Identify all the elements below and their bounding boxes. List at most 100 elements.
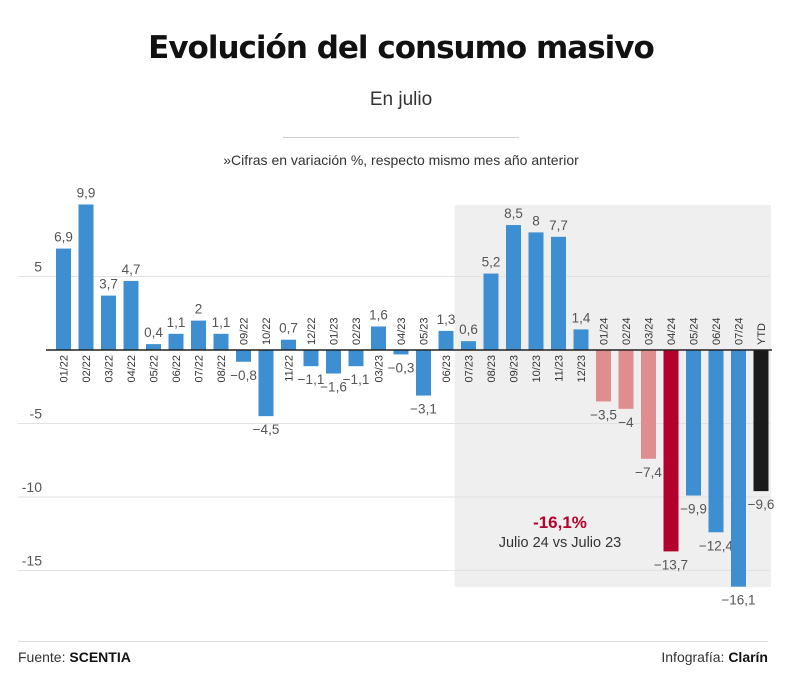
- chart-title: Evolución del consumo masivo: [148, 30, 655, 66]
- bar-value-label: 7,7: [549, 218, 568, 233]
- x-category-label: 02/24: [621, 317, 633, 345]
- bar-value-label: −12,4: [699, 538, 734, 553]
- bar-value-label: 1,4: [572, 310, 591, 325]
- x-category-label: 08/22: [216, 355, 228, 383]
- bar-value-label: −0,3: [388, 360, 415, 375]
- bar: [146, 344, 161, 350]
- annotation-text: Julio 24 vs Julio 23: [499, 535, 622, 551]
- bar: [123, 280, 139, 350]
- x-category-label: 07/22: [194, 355, 206, 383]
- bar: [686, 350, 701, 496]
- source-name: SCENTIA: [69, 649, 131, 665]
- bar-value-label: 4,7: [122, 262, 141, 277]
- bar-value-label: −3,1: [410, 402, 437, 417]
- bar: [708, 350, 724, 533]
- bar: [303, 350, 319, 367]
- x-category-label: 02/22: [81, 355, 93, 383]
- x-category-label: 06/22: [171, 355, 183, 383]
- x-category-label: 01/23: [329, 317, 341, 345]
- x-category-label: 11/22: [284, 355, 296, 382]
- bar: [213, 333, 229, 350]
- bar-value-label: 3,7: [99, 277, 118, 292]
- bar: [191, 320, 206, 350]
- footer-divider: [18, 641, 768, 642]
- x-category-label: 03/23: [374, 355, 386, 383]
- bar: [371, 326, 386, 350]
- x-category-label: 04/22: [126, 355, 138, 383]
- x-category-label: 05/22: [149, 355, 161, 383]
- bar-value-label: 0,4: [144, 325, 163, 340]
- y-tick-label: -10: [22, 479, 42, 495]
- bar-value-label: 1,1: [212, 315, 231, 330]
- chart-subtitle: En julio: [369, 89, 433, 110]
- bar: [596, 350, 611, 402]
- bar: [101, 295, 116, 350]
- y-tick-label: 5: [34, 259, 42, 275]
- x-category-label: 07/24: [734, 317, 746, 345]
- x-category-label: 06/24: [711, 317, 723, 345]
- bar-value-label: 1,6: [369, 307, 388, 322]
- bar-value-label: 1,1: [167, 315, 186, 330]
- annotation-value: -16,1%: [533, 513, 587, 532]
- bar-value-label: −13,7: [654, 557, 688, 572]
- bar-value-label: 0,6: [459, 322, 478, 337]
- x-category-label: 03/24: [644, 317, 656, 345]
- bar-value-label: −9,9: [680, 502, 707, 517]
- source-credit: Fuente: SCENTIA: [18, 649, 131, 665]
- x-category-label: 02/23: [351, 317, 363, 345]
- bar: [641, 350, 656, 459]
- bar: [551, 236, 566, 350]
- bar: [731, 350, 746, 587]
- y-tick-label: -5: [30, 406, 43, 422]
- bar-value-label: 2: [195, 302, 203, 317]
- bar-value-label: −16,1: [721, 593, 755, 608]
- bar-value-label: 1,3: [437, 312, 456, 327]
- bar: [528, 232, 544, 350]
- highlight-region: [454, 205, 771, 587]
- bar: [258, 350, 274, 417]
- x-category-label: 05/23: [419, 317, 431, 345]
- bar-value-label: −4,5: [253, 422, 280, 437]
- bar-value-label: 5,2: [482, 255, 501, 270]
- x-category-label: 05/24: [689, 317, 701, 345]
- x-category-label: 03/22: [104, 355, 116, 383]
- x-category-label: 10/22: [261, 317, 273, 345]
- bar-value-label: 6,9: [54, 230, 73, 245]
- bar-value-label: −1,1: [343, 372, 370, 387]
- x-category-label: 12/22: [306, 317, 318, 345]
- bar-value-label: 0,7: [279, 321, 298, 336]
- source-label: Fuente:: [18, 649, 66, 665]
- bar: [78, 204, 94, 350]
- bar: [168, 333, 184, 350]
- bar: [393, 350, 409, 355]
- bar: [753, 350, 769, 492]
- x-category-label: 12/23: [576, 355, 588, 383]
- bar-value-label: −1,1: [298, 372, 325, 387]
- bar-value-label: −3,5: [590, 407, 617, 422]
- units-note: »Cifras en variación %, respecto mismo m…: [223, 152, 579, 168]
- bar-value-label: 8,5: [504, 206, 523, 221]
- x-category-label: 09/22: [239, 317, 251, 345]
- x-category-label: 04/24: [666, 317, 678, 345]
- x-category-label: 11/23: [554, 355, 566, 382]
- bar-value-label: −4: [618, 415, 634, 430]
- x-category-label: 04/23: [396, 317, 408, 345]
- x-category-label: 09/23: [509, 355, 521, 383]
- credit-name: Clarín: [728, 649, 768, 665]
- bar-value-label: −0,8: [230, 368, 257, 383]
- bar-value-label: −9,6: [748, 497, 775, 512]
- bar: [618, 350, 634, 409]
- bar: [483, 273, 499, 350]
- bar: [663, 350, 679, 552]
- bar: [56, 248, 71, 350]
- x-category-label: 08/23: [486, 355, 498, 383]
- x-category-label: YTD: [756, 323, 768, 345]
- bar: [573, 329, 589, 350]
- bar-value-label: 8: [532, 213, 540, 228]
- bar: [281, 339, 296, 350]
- bar: [236, 350, 251, 362]
- y-tick-label: -15: [22, 553, 42, 569]
- x-category-label: 01/24: [599, 317, 611, 345]
- bar: [438, 330, 454, 350]
- bar: [348, 350, 364, 367]
